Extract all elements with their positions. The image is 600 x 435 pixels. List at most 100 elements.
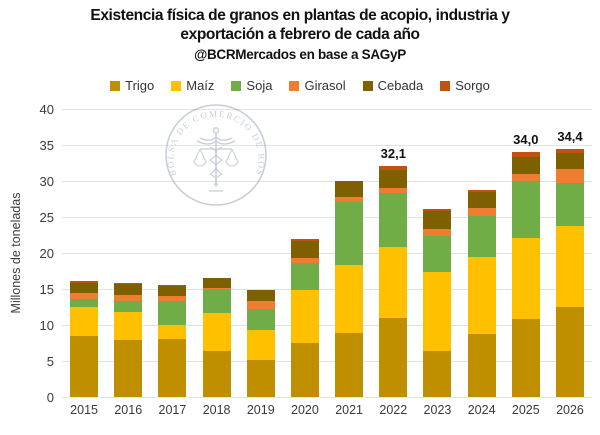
- legend-label: Maíz: [186, 78, 215, 93]
- x-tick-label: 2022: [379, 403, 408, 417]
- bar-column-2016: [106, 109, 150, 397]
- bar-segment-girasol: [246, 301, 275, 310]
- gridline: [62, 144, 592, 146]
- bar-segment-trigo: [467, 333, 496, 397]
- chart-title-line2: exportación a febrero de cada año: [180, 25, 420, 43]
- y-tick-label: 20: [39, 246, 54, 261]
- y-tick-label: 40: [39, 102, 54, 117]
- bar-stack: [511, 152, 540, 397]
- bar-segment-maíz: [114, 312, 143, 341]
- bar-segment-soja: [511, 181, 540, 238]
- gridline: [62, 180, 592, 182]
- bar-column-2025: 34,0: [504, 109, 548, 397]
- x-tick-label: 2021: [335, 403, 364, 417]
- y-tick-label: 35: [39, 138, 54, 153]
- bar-segment-trigo: [290, 343, 319, 397]
- bar-total-label: 34,4: [557, 129, 583, 145]
- bar-stack: [246, 289, 275, 397]
- bar-column-2023: [415, 109, 459, 397]
- bar-segment-sorgo: [511, 152, 540, 157]
- bar-segment-trigo: [70, 335, 99, 397]
- plot-area: Millones de toneladas 32,1 34,0 34,4 0 5 10 1…: [9, 102, 592, 405]
- bar-segment-trigo: [335, 332, 364, 397]
- bar-segment-cebada: [511, 156, 540, 174]
- legend-item-soja: Soja: [231, 78, 272, 93]
- bar-stack: [379, 165, 408, 397]
- legend-label: Girasol: [304, 78, 346, 93]
- bar-segment-soja: [423, 235, 452, 272]
- bar-segment-maíz: [511, 237, 540, 319]
- bar-stack: [202, 277, 231, 397]
- bar-segment-girasol: [202, 287, 231, 290]
- bar-segment-sorgo: [379, 165, 408, 170]
- bar-segment-cebada: [335, 181, 364, 197]
- chart-title: Existencia física de granos en plantas d…: [0, 7, 600, 62]
- bar-segment-sorgo: [423, 209, 452, 212]
- bar-segment-trigo: [114, 340, 143, 397]
- bar-segment-trigo: [511, 318, 540, 397]
- bar-stack: [423, 209, 452, 397]
- legend-item-trigo: Trigo: [110, 78, 154, 93]
- bar-segment-maíz: [202, 313, 231, 351]
- bars-container: 32,1 34,0 34,4: [62, 109, 592, 397]
- bar-stack: [114, 282, 143, 397]
- bar-segment-soja: [114, 300, 143, 313]
- legend-swatch-icon: [231, 80, 242, 91]
- bar-segment-trigo: [379, 317, 408, 397]
- bar-segment-girasol: [379, 187, 408, 193]
- bar-total-label: 34,0: [513, 132, 539, 148]
- bar-segment-sorgo: [246, 289, 275, 291]
- bar-segment-soja: [158, 301, 187, 326]
- x-tick-label: 2026: [556, 403, 584, 417]
- bar-segment-maíz: [423, 271, 452, 351]
- bar-segment-soja: [467, 215, 496, 258]
- x-axis-labels: 2015 2016 2017 2018 2019 2020 2021 2022 2023 2024…: [62, 403, 592, 417]
- bar-column-2015: [62, 109, 106, 397]
- bar-segment-soja: [246, 309, 275, 331]
- bar-segment-cebada: [114, 283, 143, 295]
- bar-segment-soja: [555, 183, 584, 227]
- bar-stack: [290, 239, 319, 397]
- x-tick-label: 2016: [114, 403, 143, 417]
- bar-segment-trigo: [246, 359, 275, 397]
- legend-item-sorgo: Sorgo: [440, 78, 490, 93]
- bar-segment-girasol: [290, 258, 319, 264]
- legend-swatch-icon: [110, 80, 121, 91]
- bar-segment-cebada: [423, 211, 452, 230]
- bar-column-2017: [150, 109, 194, 397]
- gridline: [62, 324, 592, 326]
- bar-segment-girasol: [158, 295, 187, 302]
- bar-column-2018: [195, 109, 239, 397]
- legend-item-maíz: Maíz: [171, 78, 214, 93]
- legend-label: Cebada: [377, 78, 424, 93]
- legend-label: Sorgo: [455, 78, 490, 93]
- gridline: [62, 252, 592, 254]
- bar-segment-cebada: [202, 278, 231, 288]
- bar-column-2019: [239, 109, 283, 397]
- bar-stack: [335, 181, 364, 397]
- bar-segment-trigo: [158, 339, 187, 397]
- bar-column-2020: [283, 109, 327, 397]
- bar-segment-maíz: [246, 330, 275, 360]
- bar-segment-sorgo: [202, 277, 231, 279]
- bar-segment-soja: [335, 201, 364, 265]
- bar-segment-trigo: [555, 307, 584, 397]
- x-tick-label: 2019: [246, 403, 275, 417]
- x-tick-label: 2020: [291, 403, 319, 417]
- legend-label: Trigo: [125, 78, 155, 93]
- bar-segment-trigo: [423, 350, 452, 397]
- bar-segment-girasol: [467, 207, 496, 216]
- bar-segment-cebada: [290, 240, 319, 259]
- x-tick-label: 2017: [158, 403, 187, 417]
- chart-title-line1: Existencia física de granos en plantas d…: [90, 7, 510, 24]
- bar-segment-girasol: [114, 294, 143, 301]
- bar-stack: [555, 149, 584, 397]
- bar-segment-sorgo: [290, 239, 319, 241]
- bar-segment-maíz: [70, 307, 99, 336]
- bar-segment-cebada: [246, 290, 275, 302]
- bar-segment-cebada: [70, 283, 99, 294]
- x-tick-label: 2018: [202, 403, 231, 417]
- bar-segment-sorgo: [467, 189, 496, 192]
